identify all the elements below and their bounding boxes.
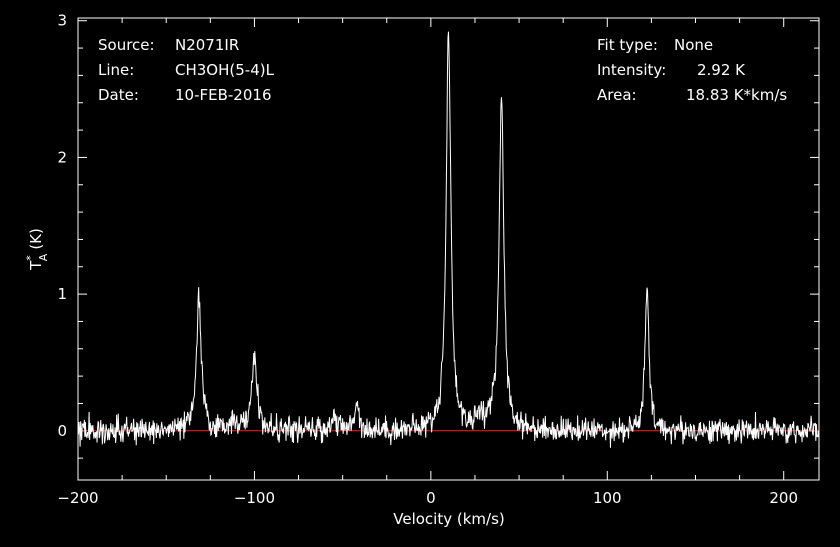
date-value: 10-FEB-2016 — [175, 86, 271, 104]
y-axis-label-unit: (K) — [27, 228, 45, 250]
area-value: 18.83 K*km/s — [686, 86, 787, 104]
line-value: CH3OH(5-4)L — [175, 61, 275, 79]
y-axis-label-sub: A — [37, 253, 50, 261]
x-tick-label: 0 — [426, 489, 436, 507]
x-axis-label: Velocity (km/s) — [393, 510, 504, 528]
source-value: N2071IR — [175, 36, 239, 54]
intensity-value: 2.92 K — [697, 61, 746, 79]
plot-frame — [77, 17, 820, 481]
y-tick-label: 0 — [57, 422, 67, 440]
x-axis-ticks: −200 −100 0 100 200 — [57, 18, 798, 507]
x-tick-label: 100 — [593, 489, 622, 507]
source-label: Source: — [98, 36, 155, 54]
y-axis-label-main: T — [27, 260, 45, 271]
spectrum-series-line — [77, 31, 819, 448]
y-tick-label: 3 — [57, 12, 67, 30]
info-right: Fit type: None Intensity: 2.92 K Area: 1… — [597, 36, 787, 104]
x-tick-label: −200 — [57, 489, 98, 507]
info-left: Source: N2071IR Line: CH3OH(5-4)L Date: … — [98, 36, 275, 104]
line-label: Line: — [98, 61, 134, 79]
fit-type-label: Fit type: — [597, 36, 658, 54]
date-label: Date: — [98, 86, 139, 104]
y-axis-label-sup: * — [24, 255, 37, 261]
svg-text:T*A(K): T*A (K) — [24, 228, 50, 271]
y-axis-label: T*A (K) — [24, 228, 50, 271]
y-tick-label: 2 — [57, 148, 67, 166]
y-tick-label: 1 — [57, 285, 67, 303]
area-label: Area: — [597, 86, 637, 104]
fit-type-value: None — [674, 36, 713, 54]
x-tick-label: −100 — [234, 489, 275, 507]
intensity-label: Intensity: — [597, 61, 666, 79]
x-tick-label: 200 — [769, 489, 798, 507]
